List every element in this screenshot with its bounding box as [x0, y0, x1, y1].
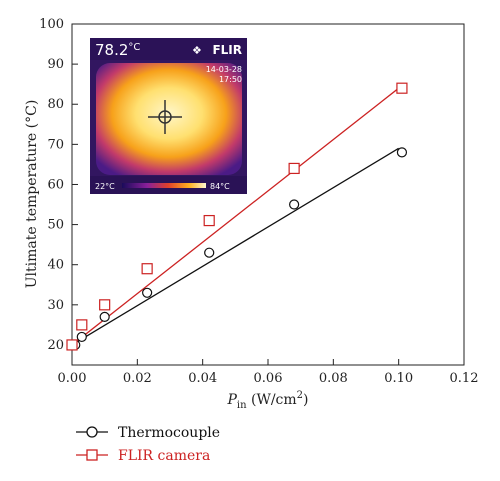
- fit-line-thermocouple: [71, 147, 400, 346]
- point-thermocouple: [396, 147, 408, 158]
- legend-marker-thermocouple: [86, 426, 98, 438]
- y-tick-label: 20: [47, 338, 64, 353]
- x-tick-label: 0.02: [123, 371, 152, 386]
- y-axis-ticks: 20 30 40 50 60 70 80 90 100: [39, 17, 78, 353]
- fit-line-flir: [71, 87, 400, 346]
- flir-logo: FLIR: [212, 43, 242, 57]
- x-tick-label: 0.10: [384, 371, 413, 386]
- x-tick-label: 0.04: [188, 371, 217, 386]
- x-axis-title: Pin (W/cm2): [226, 390, 308, 411]
- point-flir: [66, 339, 78, 351]
- x-tick-label: 0.12: [450, 371, 479, 386]
- point-flir: [288, 162, 300, 175]
- legend-label-thermocouple: Thermocouple: [118, 425, 220, 441]
- thermal-time: 17:50: [219, 75, 242, 84]
- fit-lines: [71, 87, 400, 346]
- y-tick-label: 30: [47, 298, 64, 313]
- point-thermocouple: [204, 247, 215, 258]
- y-tick-label: 60: [47, 177, 64, 192]
- point-flir: [203, 214, 215, 227]
- legend-marker-flir: [86, 449, 98, 461]
- x-axis-ticks: 0.00 0.02 0.04 0.06 0.08 0.10 0.12: [58, 359, 479, 386]
- legend-label-flir: FLIR camera: [118, 448, 210, 464]
- thermal-readout: 78.2°C: [95, 41, 140, 59]
- point-thermocouple: [142, 287, 153, 298]
- thermal-heat-map: [96, 63, 242, 175]
- thermal-color-scale: [122, 183, 206, 188]
- point-flir: [76, 319, 88, 331]
- point-flir: [141, 263, 153, 275]
- point-thermocouple: [99, 311, 110, 322]
- crosshair-icon: [148, 100, 182, 134]
- scale-min-label: 22°C: [95, 182, 115, 191]
- thermal-date: 14-03-28: [206, 65, 242, 74]
- thermal-inset: 78.2°C FLIR ❖ 14-03-28 17:50 22°C 84°C: [90, 38, 247, 194]
- y-tick-label: 90: [47, 57, 64, 72]
- point-thermocouple: [289, 199, 300, 210]
- point-thermocouple: [76, 331, 87, 343]
- point-flir: [99, 299, 111, 311]
- scale-max-label: 84°C: [210, 182, 230, 191]
- y-tick-label: 100: [39, 17, 64, 32]
- data-points: [66, 82, 408, 351]
- flir-logo-icon: ❖: [192, 44, 202, 57]
- legend-item-thermocouple: Thermocouple: [76, 425, 220, 441]
- x-tick-label: 0.08: [319, 371, 348, 386]
- y-tick-label: 80: [47, 97, 64, 112]
- y-tick-label: 50: [47, 218, 64, 233]
- legend-item-flir: FLIR camera: [76, 448, 210, 464]
- x-tick-label: 0.06: [254, 371, 283, 386]
- y-tick-label: 40: [47, 258, 64, 273]
- legend: Thermocouple FLIR camera: [76, 425, 220, 464]
- thermal-top-bar: [90, 38, 247, 60]
- y-axis-title: Ultimate temperature (°C): [24, 100, 40, 289]
- point-flir: [396, 82, 408, 94]
- x-tick-label: 0.00: [58, 371, 87, 386]
- y-tick-label: 70: [47, 137, 64, 152]
